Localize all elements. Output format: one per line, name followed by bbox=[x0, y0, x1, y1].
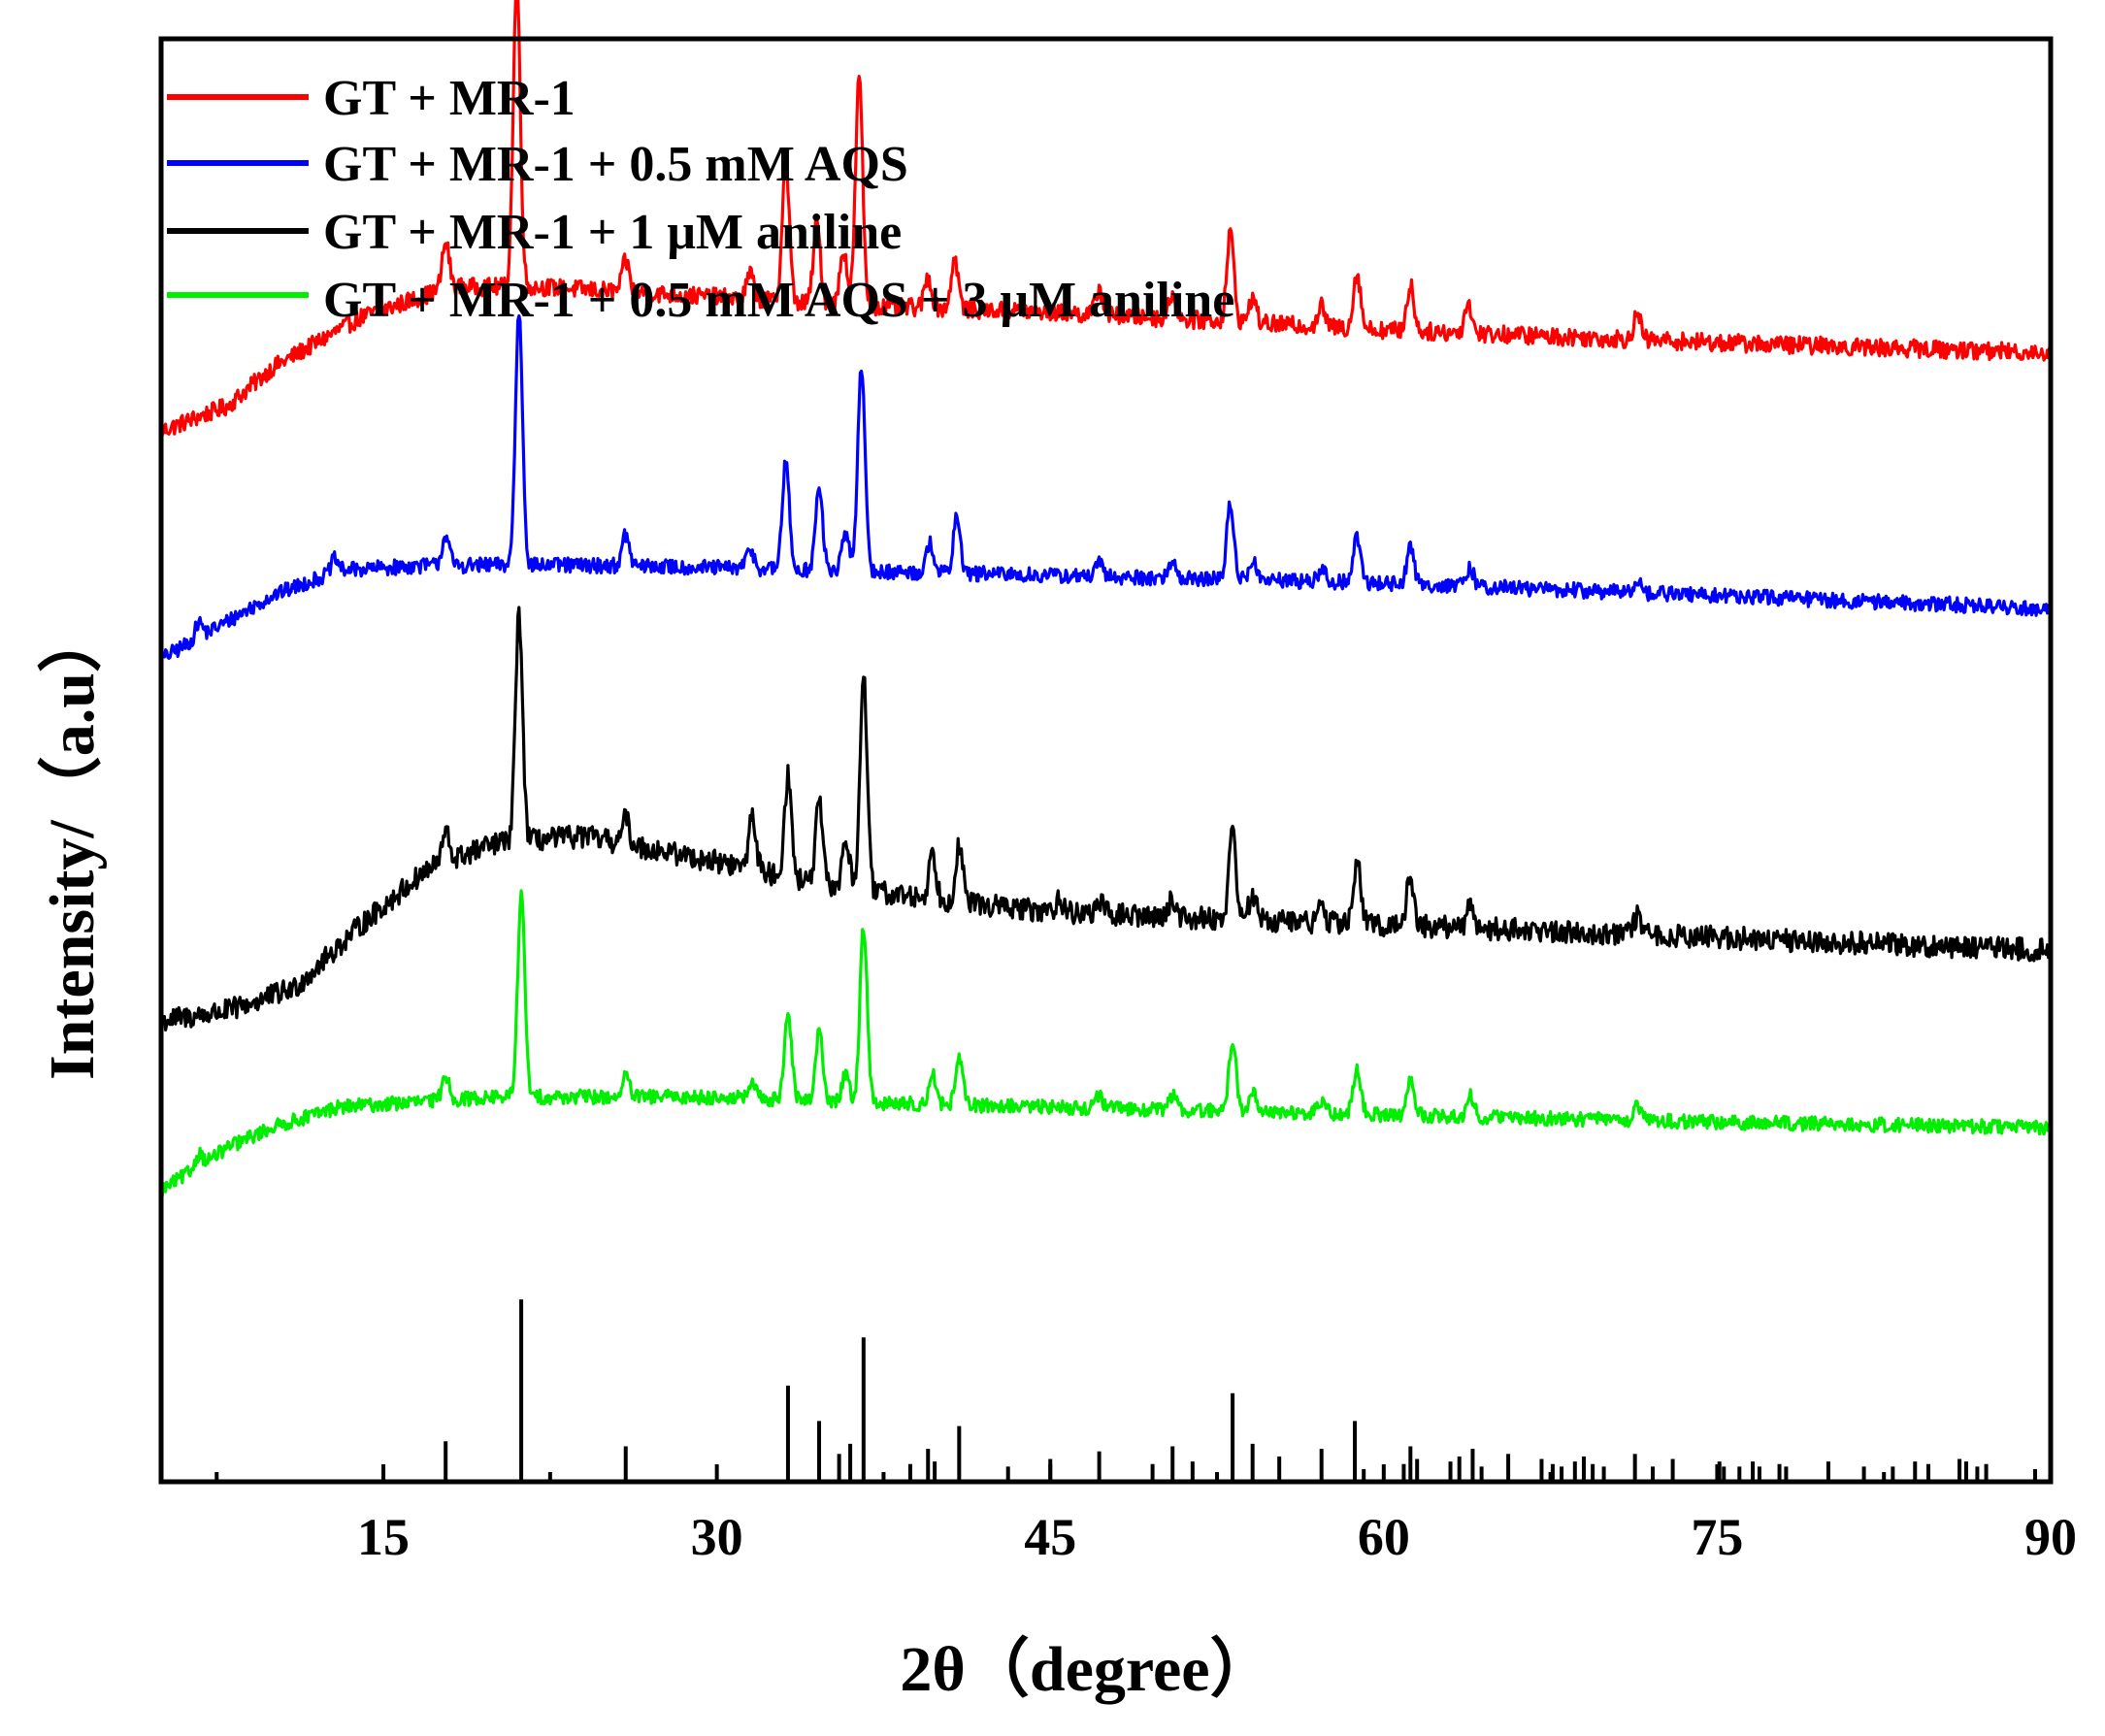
legend-label-3: GT + MR-1 + 1 μM aniline bbox=[323, 205, 902, 260]
x-tick-label: 75 bbox=[1691, 1508, 1743, 1566]
x-tick-label: 30 bbox=[691, 1508, 743, 1566]
x-axis-ticks: 15 30 45 60 75 90 bbox=[214, 1464, 2077, 1566]
legend-label-1: GT + MR-1 bbox=[323, 71, 576, 126]
x-axis-title: 2θ（degree） bbox=[900, 1633, 1273, 1705]
x-tick-label: 60 bbox=[1358, 1508, 1410, 1566]
reference-pattern bbox=[444, 1299, 2037, 1482]
series-line-1 bbox=[159, 0, 2053, 438]
series-line-4 bbox=[159, 889, 2053, 1198]
legend-label-4: GT + MR-1 + 0.5 mM AQS + 3 μM aniline bbox=[323, 273, 1234, 328]
series-line-2 bbox=[159, 313, 2052, 666]
series-line-3 bbox=[160, 606, 2053, 1032]
legend: GT + MR-1 GT + MR-1 + 0.5 mM AQS GT + MR… bbox=[167, 71, 1234, 328]
x-tick-label: 15 bbox=[357, 1508, 410, 1566]
plot-frame bbox=[158, 36, 2054, 1485]
y-axis-title: Intensity/（a.u） bbox=[36, 608, 108, 1080]
x-tick-label: 45 bbox=[1024, 1508, 1076, 1566]
series-layer bbox=[159, 0, 2053, 1198]
legend-label-2: GT + MR-1 + 0.5 mM AQS bbox=[323, 137, 908, 192]
x-tick-label: 90 bbox=[2024, 1508, 2077, 1566]
